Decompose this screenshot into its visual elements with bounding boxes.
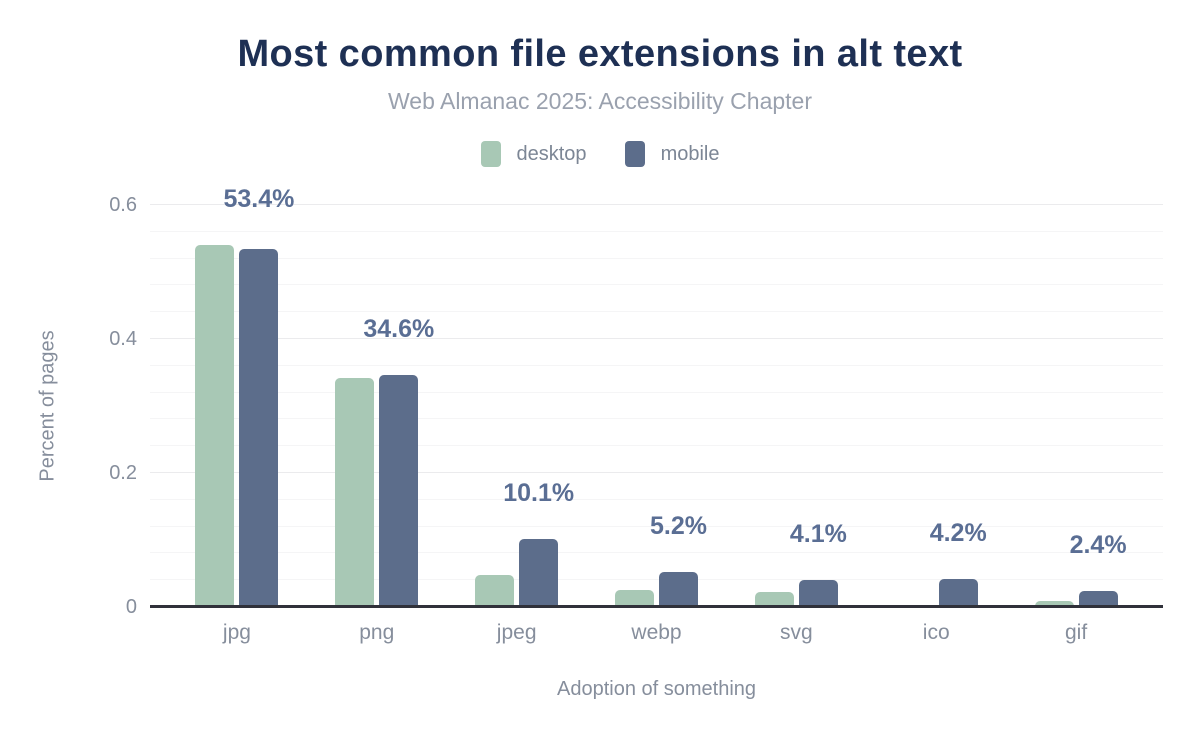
major-gridline (150, 472, 1163, 473)
x-tick-label-png: png (359, 621, 395, 644)
desktop-series-swatch (480, 141, 501, 167)
legend-label-mobile: mobile (660, 142, 720, 165)
legend-item-mobile[interactable]: mobile (624, 141, 720, 167)
data-label-gif: 2.4% (1069, 530, 1127, 559)
data-label-png: 34.6% (363, 315, 435, 344)
minor-gridline (150, 364, 1163, 366)
bar-mobile-jpeg (519, 539, 559, 607)
data-label-jpg: 53.4% (223, 185, 295, 214)
bar-mobile-ico (938, 578, 978, 607)
bar-desktop-gif (1034, 600, 1074, 607)
bar-mobile-svg (798, 579, 838, 607)
bar-desktop-jpeg (475, 574, 515, 607)
minor-gridline (150, 418, 1163, 420)
data-label-webp: 5.2% (650, 512, 707, 541)
chart-title: Most common file extensions in alt text (237, 33, 963, 75)
x-tick-label-jpeg: jpeg (496, 621, 537, 644)
legend: desktop mobile (0, 140, 1200, 168)
minor-gridline (150, 552, 1163, 554)
y-tick-label: 0.2 (109, 462, 137, 484)
data-label-svg: 4.1% (789, 519, 847, 548)
minor-gridline (150, 525, 1163, 527)
data-label-jpeg: 10.1% (503, 479, 575, 508)
mobile-series-swatch (624, 141, 645, 167)
minor-gridline (150, 284, 1163, 286)
minor-gridline (150, 311, 1163, 313)
legend-label-desktop: desktop (516, 142, 587, 165)
major-gridline (150, 204, 1163, 205)
x-tick-label-svg: svg (780, 621, 813, 644)
y-tick-label: 0.6 (109, 194, 137, 216)
bar-desktop-svg (754, 591, 794, 607)
bar-mobile-jpg (239, 249, 279, 607)
y-tick-label: 0.4 (109, 328, 137, 350)
minor-gridline (150, 257, 1163, 259)
bar-desktop-jpg (195, 245, 235, 607)
bar-mobile-png (379, 375, 419, 607)
plot-area: 53.4% 34.6% 10.1% 5.2% 4.1% 4.2% 2.4% (150, 185, 1163, 608)
minor-gridline (150, 391, 1163, 393)
bar-mobile-gif (1078, 590, 1118, 607)
data-label-ico: 4.2% (929, 518, 987, 547)
minor-gridline (150, 579, 1163, 581)
minor-gridline (150, 445, 1163, 447)
bar-desktop-png (335, 377, 375, 607)
minor-gridline (150, 498, 1163, 500)
x-tick-label-jpg: jpg (222, 621, 251, 644)
minor-gridline (150, 230, 1163, 232)
major-gridline (150, 338, 1163, 339)
x-axis-baseline (150, 605, 1163, 608)
bar-mobile-webp (659, 572, 698, 607)
legend-item-desktop[interactable]: desktop (480, 141, 587, 167)
bar-desktop-webp (615, 589, 654, 607)
chart-subtitle: Web Almanac 2025: Accessibility Chapter (387, 88, 813, 114)
x-tick-label-gif: gif (1064, 621, 1088, 644)
x-axis-title: Adoption of something (556, 678, 757, 700)
y-tick-label: 0 (125, 596, 137, 618)
x-tick-label-webp: webp (631, 621, 682, 644)
y-axis-title: Percent of pages (36, 330, 59, 482)
x-tick-label-ico: ico (922, 621, 950, 644)
